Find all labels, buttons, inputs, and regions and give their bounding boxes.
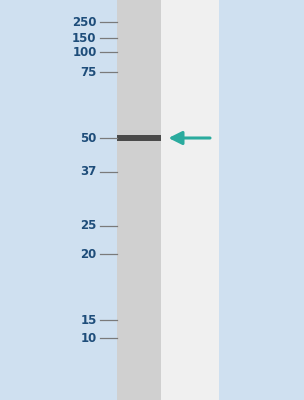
- Text: 250: 250: [72, 16, 97, 28]
- Text: 100: 100: [72, 46, 97, 58]
- Text: 15: 15: [80, 314, 97, 326]
- Text: 50: 50: [80, 132, 97, 144]
- Text: 10: 10: [81, 332, 97, 344]
- Text: 75: 75: [80, 66, 97, 78]
- Bar: [117, 0, 219, 400]
- Text: 25: 25: [80, 220, 97, 232]
- Text: 20: 20: [81, 248, 97, 260]
- Text: 150: 150: [72, 32, 97, 44]
- Bar: [117, 135, 161, 141]
- Bar: [117, 0, 161, 400]
- Text: 37: 37: [81, 166, 97, 178]
